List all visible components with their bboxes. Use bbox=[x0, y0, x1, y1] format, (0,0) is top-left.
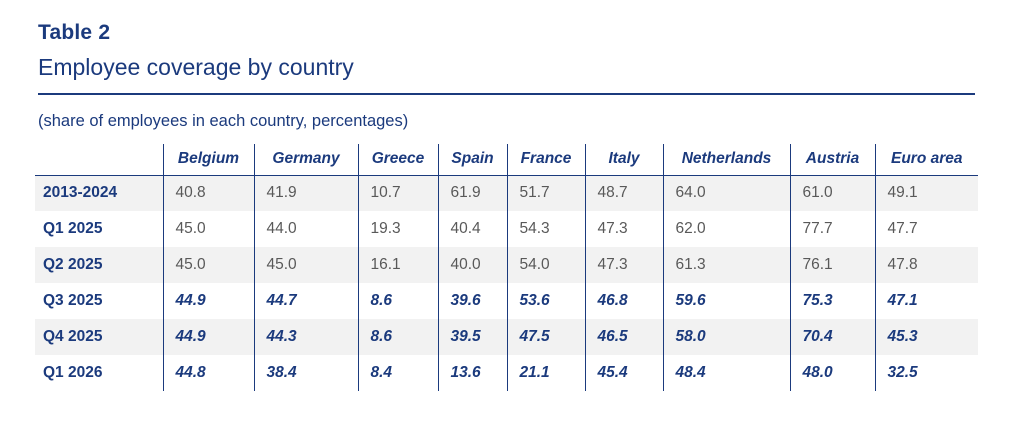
table-cell: 51.7 bbox=[506, 175, 585, 211]
table-cell: 62.0 bbox=[662, 211, 790, 247]
table-cell: 47.3 bbox=[584, 247, 663, 283]
table-cell: 8.6 bbox=[357, 283, 438, 319]
table-title: Employee coverage by country bbox=[38, 54, 354, 80]
table-number-label: Table 2 bbox=[38, 21, 111, 44]
table-cell: 44.3 bbox=[253, 319, 358, 355]
table-cell: 48.7 bbox=[584, 175, 663, 211]
table-cell: 8.4 bbox=[357, 355, 438, 391]
table-cell: 46.5 bbox=[584, 319, 663, 355]
column-header-netherlands: Netherlands bbox=[662, 144, 790, 176]
column-header-germany: Germany bbox=[253, 144, 358, 176]
table-cell: 61.3 bbox=[662, 247, 790, 283]
table-cell: 10.7 bbox=[357, 175, 438, 211]
row-label: Q2 2025 bbox=[43, 256, 103, 273]
column-header-austria: Austria bbox=[789, 144, 875, 176]
table-cell: 77.7 bbox=[789, 211, 875, 247]
table-cell: 44.9 bbox=[162, 283, 254, 319]
table-cell: 47.8 bbox=[874, 247, 978, 283]
table-cell: 41.9 bbox=[253, 175, 358, 211]
table-cell: 39.5 bbox=[437, 319, 507, 355]
table-cell: 75.3 bbox=[789, 283, 875, 319]
table-row: Q2 2025 45.0 45.0 16.1 40.0 54.0 47.3 61… bbox=[35, 247, 978, 283]
table-cell: 59.6 bbox=[662, 283, 790, 319]
table-cell: 32.5 bbox=[874, 355, 978, 391]
table-unit-note: (share of employees in each country, per… bbox=[38, 112, 409, 130]
row-label: 2013-2024 bbox=[43, 184, 118, 202]
column-header-italy: Italy bbox=[584, 144, 663, 176]
table-cell: 54.3 bbox=[506, 211, 585, 247]
row-label: Q1 2026 bbox=[43, 364, 103, 381]
column-header-euro-area: Euro area bbox=[874, 144, 978, 176]
table-cell: 44.8 bbox=[162, 355, 254, 391]
table-cell: 46.8 bbox=[584, 283, 663, 319]
table-cell: 45.3 bbox=[874, 319, 978, 355]
table-cell: 16.1 bbox=[357, 247, 438, 283]
table-cell: 61.0 bbox=[789, 175, 875, 211]
table-cell: 44.9 bbox=[162, 319, 254, 355]
table-cell: 39.6 bbox=[437, 283, 507, 319]
table-cell: 58.0 bbox=[662, 319, 790, 355]
table-cell: 76.1 bbox=[789, 247, 875, 283]
table-cell: 45.0 bbox=[162, 211, 254, 247]
table-cell: 44.7 bbox=[253, 283, 358, 319]
table-cell: 54.0 bbox=[506, 247, 585, 283]
table-row: Q4 2025 44.9 44.3 8.6 39.5 47.5 46.5 58.… bbox=[35, 319, 978, 355]
table-cell: 38.4 bbox=[253, 355, 358, 391]
row-label: Q4 2025 bbox=[43, 328, 103, 345]
table-cell: 47.1 bbox=[874, 283, 978, 319]
table-cell: 19.3 bbox=[357, 211, 438, 247]
table-cell: 40.8 bbox=[162, 175, 254, 211]
table-cell: 8.6 bbox=[357, 319, 438, 355]
table-cell: 70.4 bbox=[789, 319, 875, 355]
table-cell: 21.1 bbox=[506, 355, 585, 391]
table-cell: 47.7 bbox=[874, 211, 978, 247]
table-cell: 61.9 bbox=[437, 175, 507, 211]
column-header-belgium: Belgium bbox=[162, 144, 254, 176]
employee-coverage-table: Belgium Germany Greece Spain France Ital… bbox=[35, 144, 978, 391]
column-header-spain: Spain bbox=[437, 144, 507, 176]
table-cell: 64.0 bbox=[662, 175, 790, 211]
table-cell: 45.0 bbox=[162, 247, 254, 283]
table-cell: 48.0 bbox=[789, 355, 875, 391]
row-label: Q1 2025 bbox=[43, 220, 103, 237]
corner-header-cell bbox=[35, 144, 163, 176]
table-cell: 44.0 bbox=[253, 211, 358, 247]
table-cell: 13.6 bbox=[437, 355, 507, 391]
table-cell: 47.3 bbox=[584, 211, 663, 247]
table-cell: 40.4 bbox=[437, 211, 507, 247]
table-cell: 47.5 bbox=[506, 319, 585, 355]
column-header-france: France bbox=[506, 144, 585, 176]
title-divider-rule bbox=[38, 93, 975, 95]
table-row: Q1 2026 44.8 38.4 8.4 13.6 21.1 45.4 48.… bbox=[35, 355, 978, 391]
table-cell: 49.1 bbox=[874, 175, 978, 211]
table-figure: Table 2 Employee coverage by country (sh… bbox=[35, 21, 978, 391]
table-cell: 45.0 bbox=[253, 247, 358, 283]
table-cell: 53.6 bbox=[506, 283, 585, 319]
header-row: Belgium Germany Greece Spain France Ital… bbox=[35, 144, 978, 176]
table-row: Q1 2025 45.0 44.0 19.3 40.4 54.3 47.3 62… bbox=[35, 211, 978, 247]
column-header-greece: Greece bbox=[357, 144, 438, 176]
row-label: Q3 2025 bbox=[43, 292, 103, 309]
table-row: Q3 2025 44.9 44.7 8.6 39.6 53.6 46.8 59.… bbox=[35, 283, 978, 319]
table-row: 2013-2024 40.8 41.9 10.7 61.9 51.7 48.7 … bbox=[35, 175, 978, 211]
table-cell: 48.4 bbox=[662, 355, 790, 391]
table-cell: 45.4 bbox=[584, 355, 663, 391]
table-cell: 40.0 bbox=[437, 247, 507, 283]
